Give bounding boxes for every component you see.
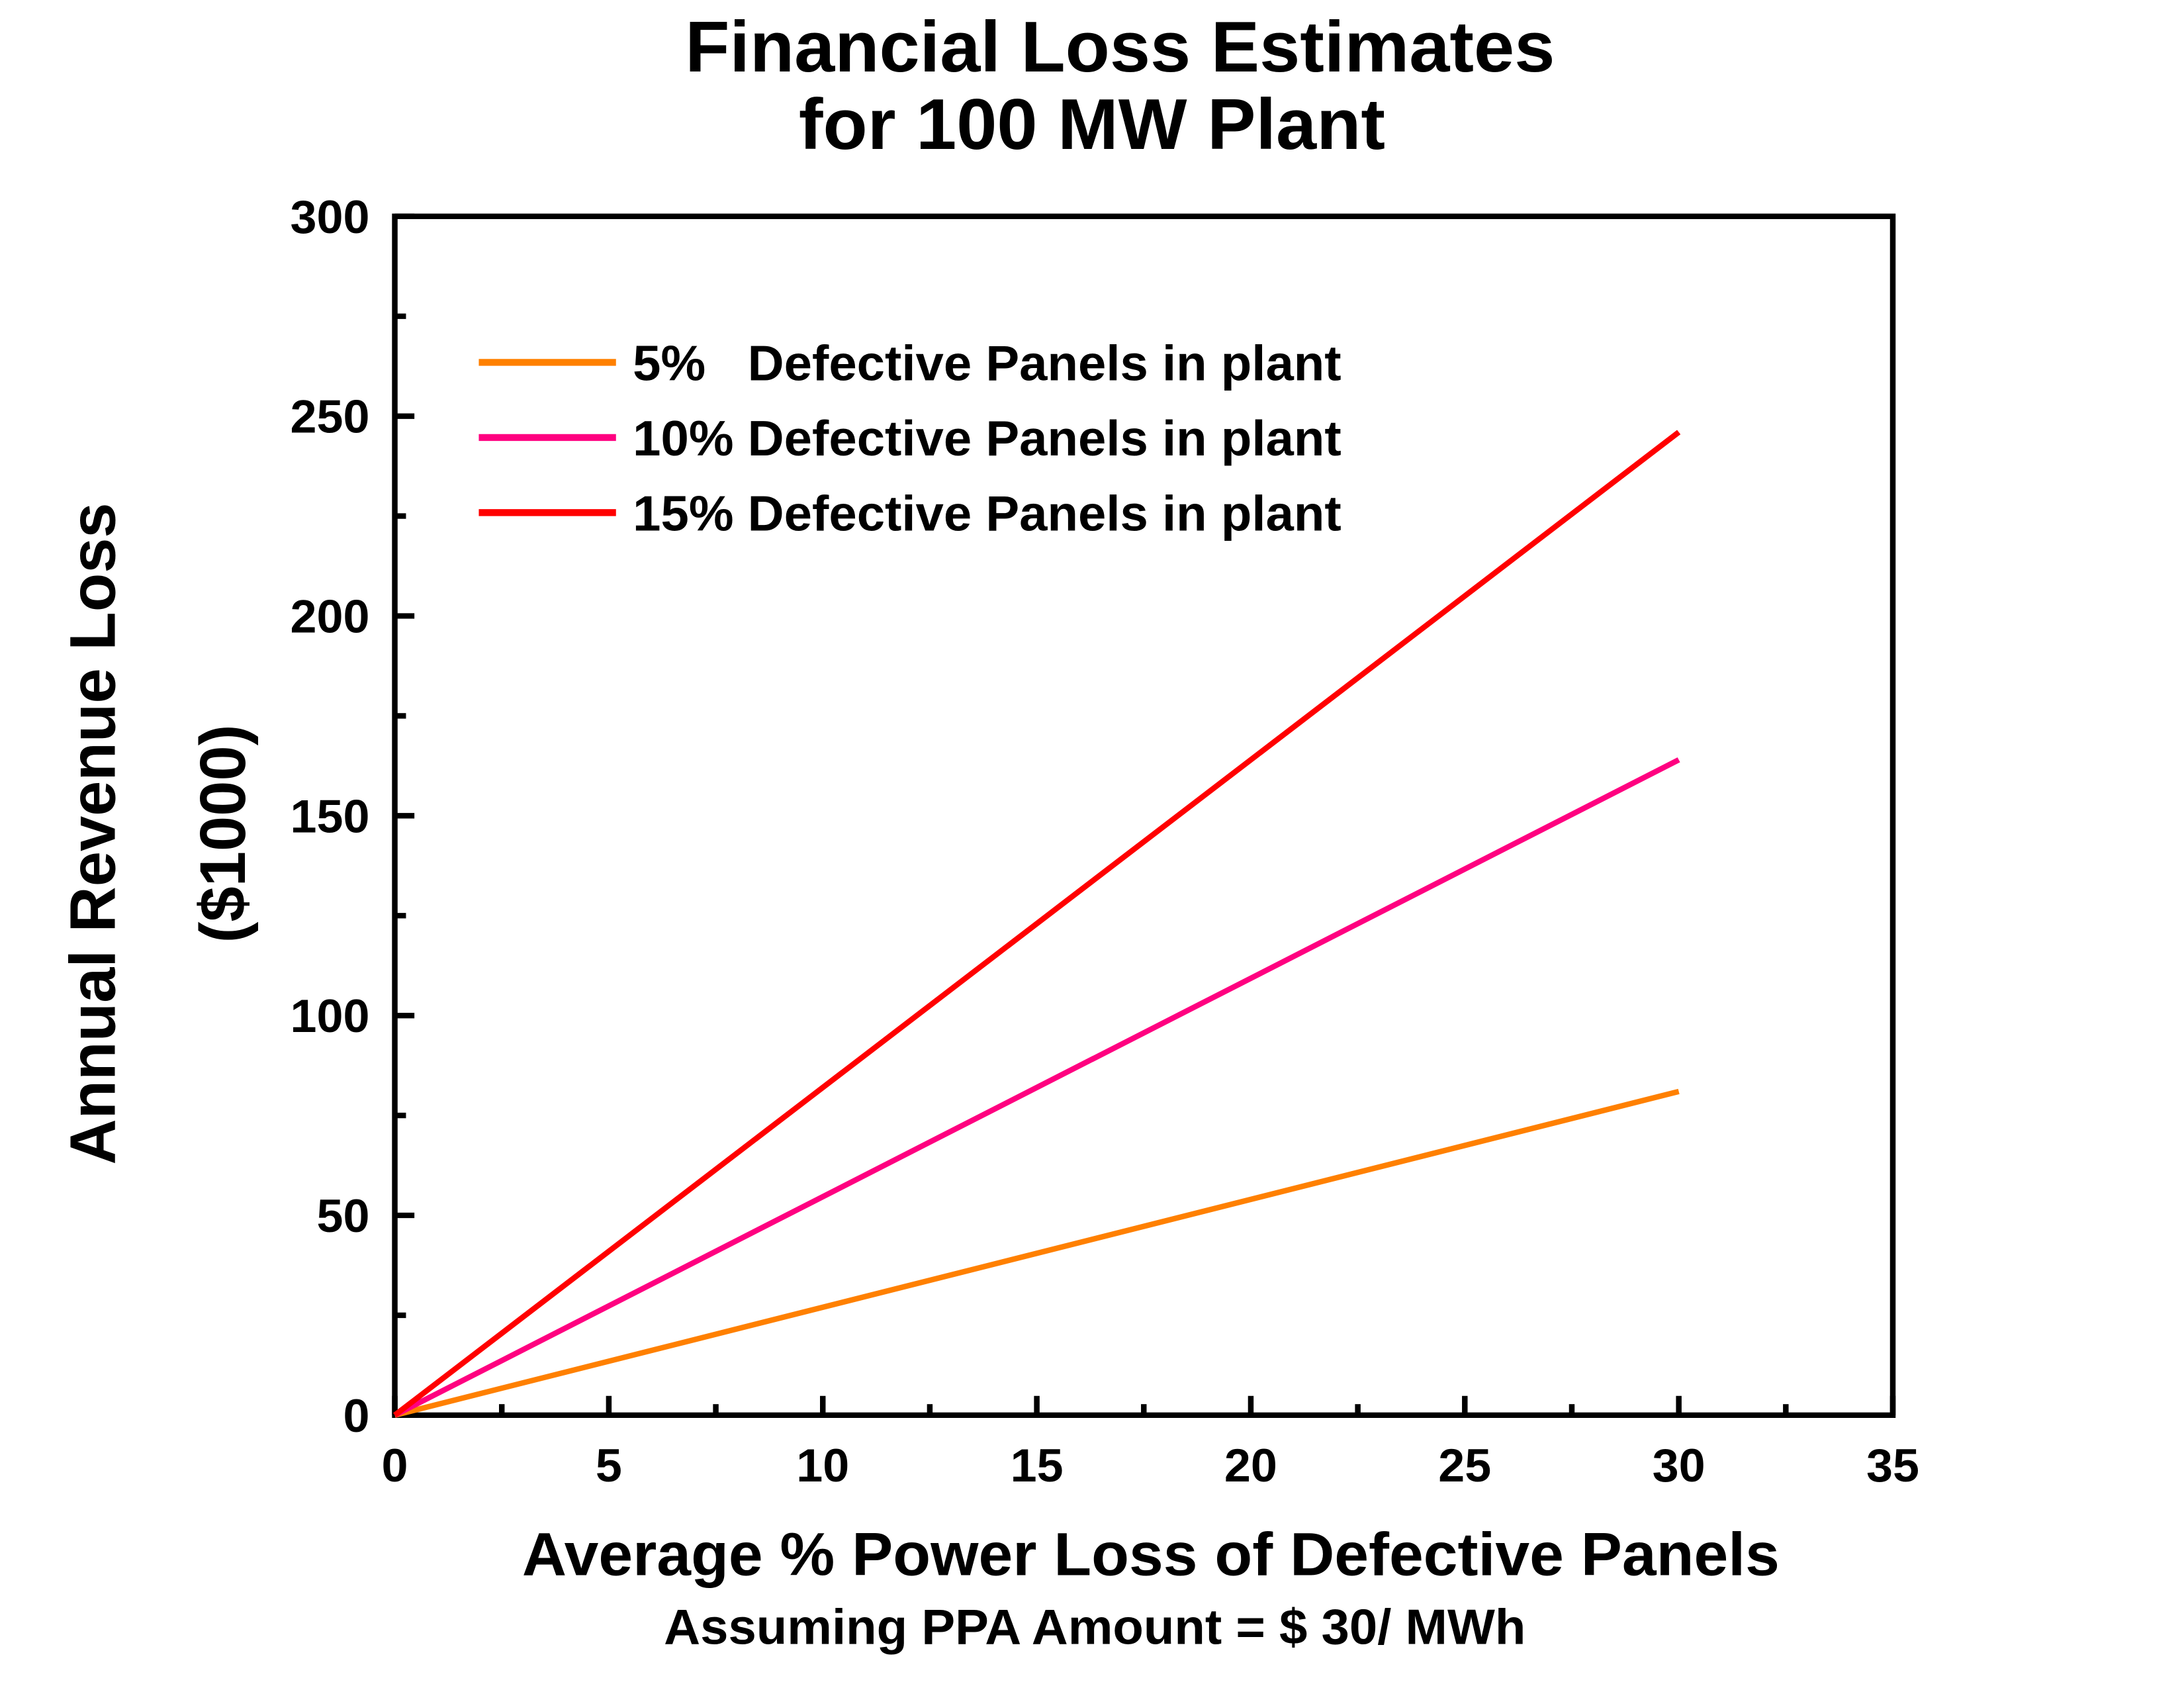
y-axis-label: Annual Revenue Loss — [58, 502, 129, 1164]
x-tick-label: 30 — [1653, 1439, 1706, 1491]
y-tick-label: 50 — [316, 1190, 369, 1242]
legend-label: 10% Defective Panels in plant — [633, 412, 1342, 467]
y-tick-label: 150 — [290, 790, 369, 843]
legend-label: 15% Defective Panels in plant — [633, 487, 1342, 541]
y-tick-label: 300 — [290, 191, 369, 243]
x-tick-label: 5 — [596, 1439, 622, 1491]
x-tick-label: 15 — [1011, 1439, 1064, 1491]
chart-title: Financial Loss Estimates — [685, 7, 1555, 87]
y-tick-label: 100 — [290, 990, 369, 1043]
series-line — [392, 430, 1681, 1418]
x-axis-label: Average % Power Loss of Defective Panels — [522, 1520, 1780, 1588]
note: Assuming PPA Amount = $ 30/ MWh — [664, 1600, 1525, 1655]
x-tick-label: 10 — [796, 1439, 849, 1491]
y-axis-label: ($1000) — [188, 724, 259, 943]
y-tick-label: 250 — [290, 391, 369, 443]
legend-label: 5% Defective Panels in plant — [633, 336, 1342, 391]
series-line — [393, 757, 1680, 1418]
chart-title: for 100 MW Plant — [799, 85, 1385, 165]
plot-frame — [392, 213, 1896, 1418]
y-tick-label: 200 — [290, 590, 369, 643]
y-tick-label: 0 — [343, 1389, 369, 1442]
x-tick-label: 0 — [382, 1439, 408, 1491]
x-tick-label: 25 — [1438, 1439, 1491, 1491]
x-tick-label: 35 — [1866, 1439, 1919, 1491]
x-tick-label: 20 — [1224, 1439, 1277, 1491]
series-line — [394, 1088, 1680, 1418]
